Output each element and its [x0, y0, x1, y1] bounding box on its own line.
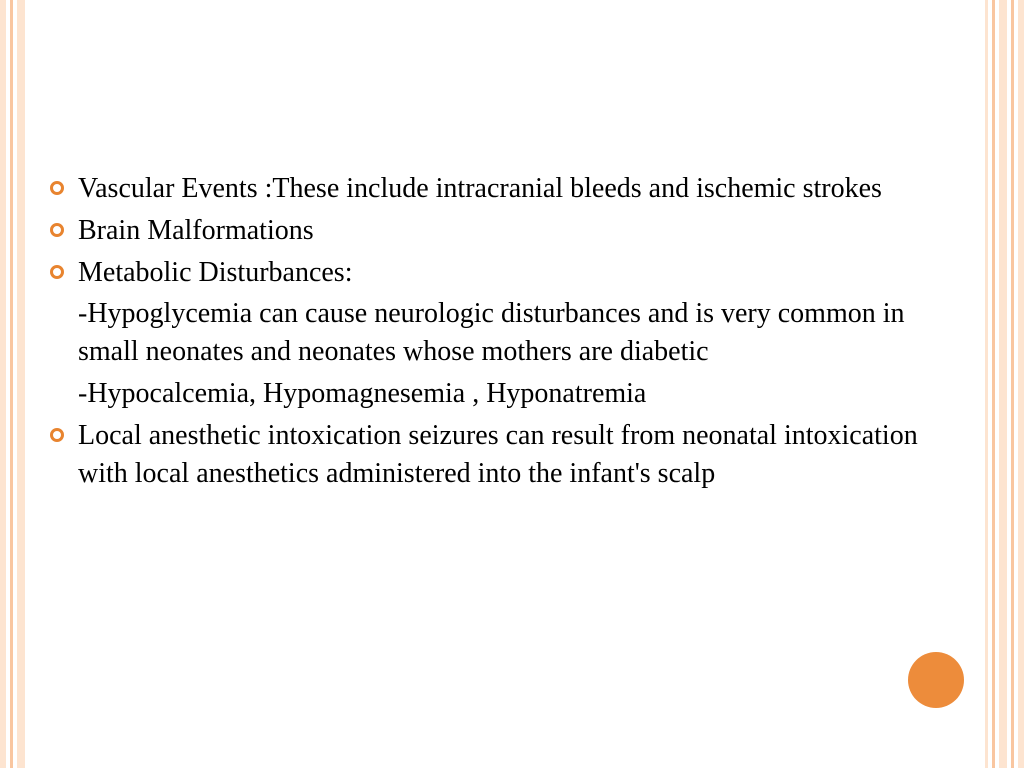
bullet-circle-icon — [50, 181, 64, 195]
border-stripe — [992, 0, 995, 768]
list-item: Local anesthetic intoxication seizures c… — [50, 417, 950, 493]
bullet-text: Brain Malformations — [78, 212, 314, 250]
bullet-text: Local anesthetic intoxication seizures c… — [78, 417, 950, 493]
bullet-text: Vascular Events :These include intracran… — [78, 170, 882, 208]
border-stripe — [0, 0, 6, 768]
slide-content: Vascular Events :These include intracran… — [50, 170, 950, 496]
sub-item-text: -Hypoglycemia can cause neurologic distu… — [78, 295, 950, 371]
bullet-text: Metabolic Disturbances: — [78, 254, 352, 292]
list-item: Brain Malformations — [50, 212, 950, 250]
border-stripe — [10, 0, 13, 768]
circle-decoration-icon — [908, 652, 964, 708]
border-stripe — [985, 0, 988, 768]
list-item: Vascular Events :These include intracran… — [50, 170, 950, 208]
border-stripe — [1018, 0, 1024, 768]
border-stripe — [1011, 0, 1014, 768]
border-stripe — [17, 0, 25, 768]
list-item: Metabolic Disturbances: — [50, 254, 950, 292]
bullet-circle-icon — [50, 265, 64, 279]
border-stripe — [999, 0, 1007, 768]
bullet-circle-icon — [50, 223, 64, 237]
left-border-decoration — [0, 0, 28, 768]
sub-item-text: -Hypocalcemia, Hypomagnesemia , Hyponatr… — [78, 375, 950, 413]
bullet-circle-icon — [50, 428, 64, 442]
right-border-decoration — [982, 0, 1024, 768]
